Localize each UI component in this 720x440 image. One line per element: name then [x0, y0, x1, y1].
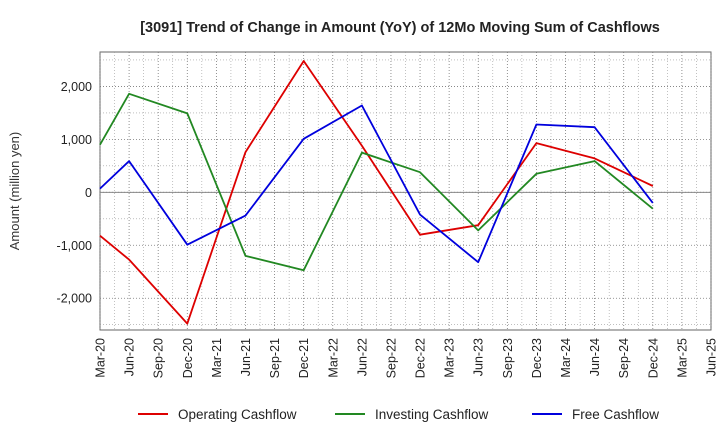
chart-title: [3091] Trend of Change in Amount (YoY) o… — [140, 20, 660, 36]
x-tick-label: Sep-24 — [617, 338, 631, 378]
x-tick-label: Jun-23 — [472, 338, 486, 376]
x-tick-label: Dec-20 — [181, 338, 195, 378]
x-tick-label: Jun-22 — [355, 338, 369, 376]
x-tick-label: Jun-25 — [705, 338, 719, 376]
series-line-1 — [99, 92, 654, 272]
grid-lines — [99, 52, 712, 330]
x-tick-label: Dec-21 — [297, 338, 311, 378]
x-tick-label: Jun-24 — [588, 338, 602, 376]
y-tick-label: -1,000 — [57, 239, 92, 253]
series-line-0 — [99, 60, 654, 325]
series-line-2 — [99, 104, 654, 264]
y-tick-label: 0 — [85, 186, 92, 200]
x-tick-label: Mar-24 — [559, 338, 573, 378]
legend-label-2: Free Cashflow — [572, 407, 659, 422]
y-tick-label: 1,000 — [61, 133, 92, 147]
x-tick-label: Mar-23 — [443, 338, 457, 378]
y-axis-label: Amount (million yen) — [7, 132, 22, 251]
x-ticks: Mar-20 Jun-20 Sep-20 Dec-20 Mar-21 Jun-21 Sep-… — [94, 338, 719, 378]
legend: Operating Cashflow Investing Cashflow Free… — [138, 407, 659, 422]
y-tick-label: 2,000 — [61, 80, 92, 94]
x-tick-label: Dec-23 — [530, 338, 544, 378]
x-tick-label: Mar-25 — [675, 338, 689, 378]
x-tick-label: Sep-22 — [384, 338, 398, 378]
legend-label-1: Investing Cashflow — [375, 407, 489, 422]
y-ticks: -2,000 -1,000 0 1,000 2,000 — [57, 80, 93, 306]
x-tick-label: Sep-20 — [152, 338, 166, 378]
y-tick-label: -2,000 — [57, 292, 92, 306]
x-tick-label: Dec-22 — [414, 338, 428, 378]
x-tick-label: Mar-21 — [210, 338, 224, 378]
x-tick-label: Mar-20 — [94, 338, 108, 378]
x-tick-label: Jun-20 — [123, 338, 137, 376]
series-group — [99, 60, 654, 325]
x-tick-label: Sep-21 — [268, 338, 282, 378]
x-tick-label: Dec-24 — [646, 338, 660, 378]
x-tick-label: Jun-21 — [239, 338, 253, 376]
x-tick-label: Mar-22 — [326, 338, 340, 378]
legend-label-0: Operating Cashflow — [178, 407, 297, 422]
x-tick-label: Sep-23 — [501, 338, 515, 378]
